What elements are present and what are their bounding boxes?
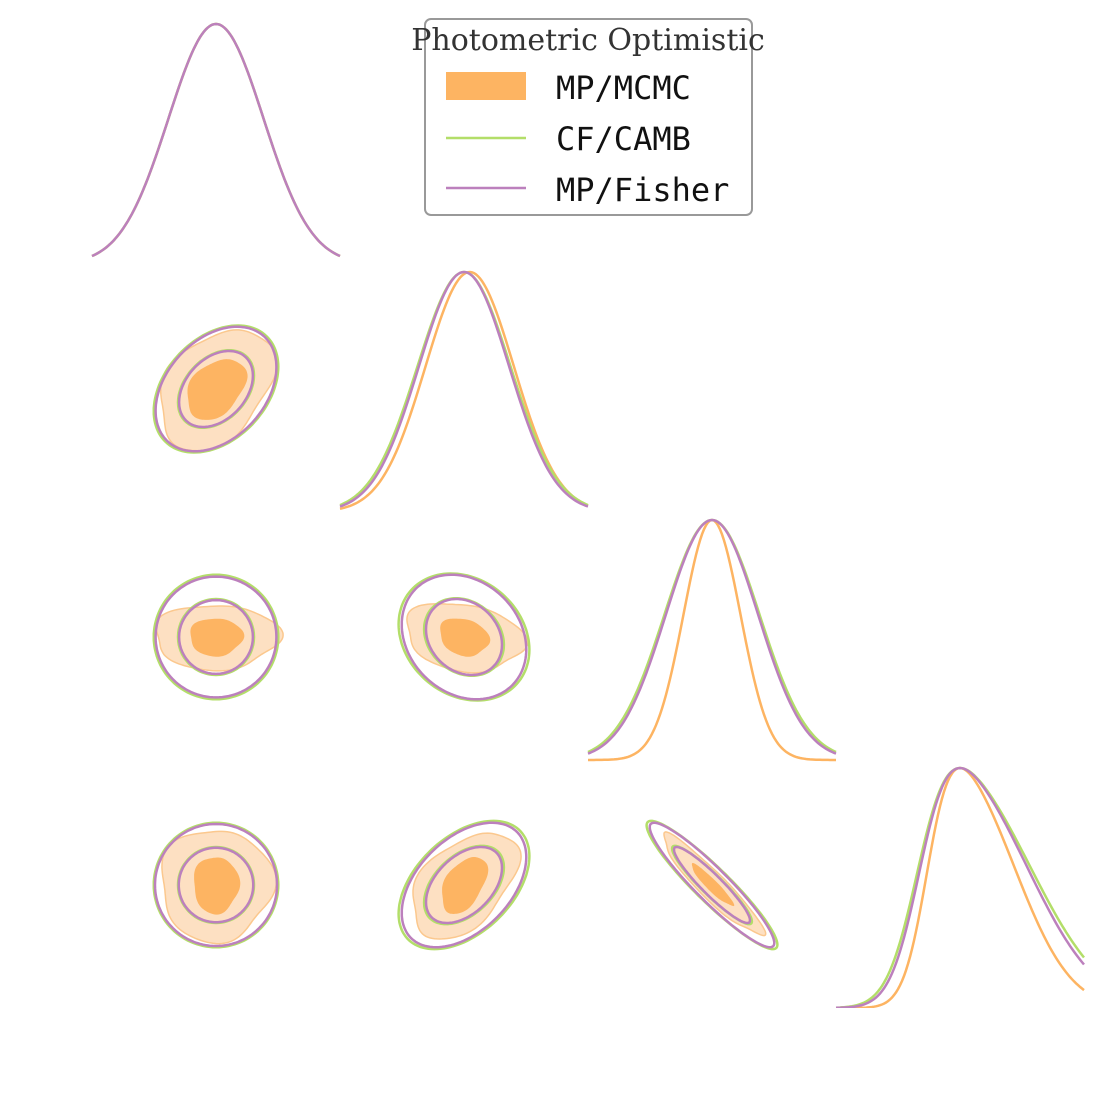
fisher-contour-2sigma [154,325,278,453]
panels [91,22,1085,1008]
camb-contour-2sigma [152,573,280,701]
legend: Photometric Optimistic MP/MCMC CF/CAMB M… [411,18,765,216]
marginal-panel-2 [587,518,837,762]
mcmc-1sigma-region [442,857,489,914]
legend-label-cf-camb: CF/CAMB [556,120,691,158]
mcmc-1sigma-region [440,618,491,657]
mcmc-1sigma-region [187,359,248,420]
contour-panel-3-2 [645,819,779,951]
legend-swatch-mp-mcmc [446,72,526,100]
marginal-mcmc-curve-3 [836,766,1085,1008]
fisher-contour-2sigma [400,573,528,701]
legend-frame [424,18,753,216]
camb-contour-2sigma [397,572,531,702]
marginal-mcmc-curve-1 [339,270,589,511]
mcmc-1sigma-region [691,863,735,907]
contour-panel-3-1 [397,819,531,951]
fisher-contour-2sigma [400,821,528,949]
marginal-camb-curve-1 [339,270,589,507]
marginal-camb-curve-3 [835,766,1085,1008]
legend-title: Photometric Optimistic [411,23,765,58]
marginal-fisher-curve-1 [339,270,589,508]
fisher-contour-2sigma [153,822,279,948]
legend-label-mp-fisher: MP/Fisher [556,171,729,209]
marginal-panel-0 [91,22,341,258]
fisher-contour-1sigma [177,349,255,429]
contour-panel-2-1 [397,572,531,702]
legend-label-mp-mcmc: MP/MCMC [556,69,691,107]
contour-panel-2-0 [152,573,284,701]
fisher-contour-2sigma [648,821,776,949]
fisher-contour-1sigma [177,846,255,924]
camb-contour-2sigma [397,819,531,951]
contour-panel-1-0 [152,324,280,454]
fisher-contour-1sigma [177,598,255,676]
marginal-fisher-curve-0 [91,22,341,258]
fisher-contour-1sigma [424,597,504,677]
marginal-mcmc-curve-2 [588,518,836,762]
marginal-fisher-curve-3 [836,766,1085,1008]
marginal-panel-3 [835,766,1085,1008]
fisher-contour-1sigma [672,845,752,925]
marginal-fisher-curve-2 [587,518,837,755]
contour-panel-3-0 [152,821,280,949]
mcmc-1sigma-region [194,857,241,915]
mcmc-1sigma-region [190,618,245,657]
fisher-contour-2sigma [154,575,278,699]
marginal-panel-1 [339,270,589,511]
fisher-contour-1sigma [424,845,504,925]
